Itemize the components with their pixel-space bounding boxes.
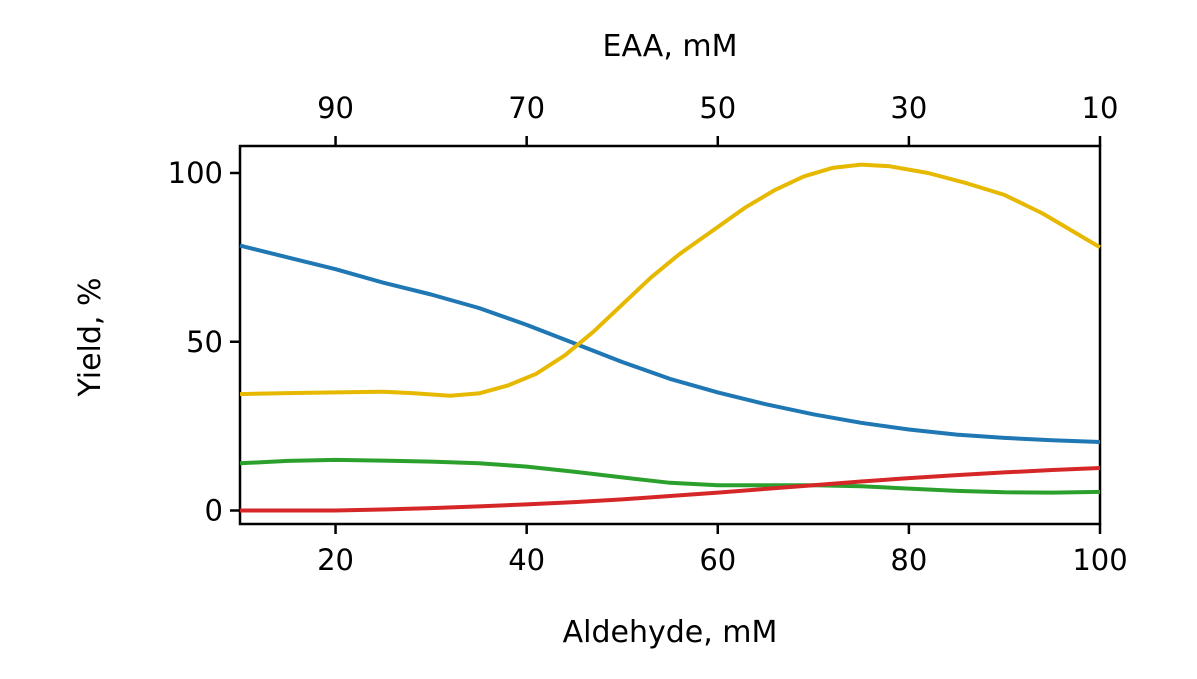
x2-tick-label: 70 <box>508 91 545 125</box>
left-axis-ticks: 0 50 100 <box>168 156 240 528</box>
x-tick-label: 60 <box>699 543 736 577</box>
bottom-axis-ticks: 20 40 60 80 100 <box>317 524 1128 577</box>
series-line-4 <box>240 466 1101 513</box>
series-line-1 <box>239 243 1101 444</box>
x-tick-label: 20 <box>317 543 354 577</box>
x2-tick-label: 10 <box>1082 91 1119 125</box>
x-tick-label: 40 <box>508 543 545 577</box>
top-axis-ticks: 90 70 50 30 10 <box>317 91 1118 146</box>
y-tick-label: 0 <box>205 494 223 528</box>
x-axis-title: Aldehyde, mM <box>563 615 778 650</box>
series-line-3 <box>239 457 1101 495</box>
series-line-2 <box>239 162 1102 398</box>
x-tick-label: 100 <box>1072 543 1127 577</box>
x2-tick-label: 30 <box>890 91 927 125</box>
x2-tick-label: 50 <box>699 91 736 125</box>
x2-tick-label: 90 <box>317 91 354 125</box>
series-layer <box>239 162 1102 513</box>
y-tick-label: 50 <box>186 325 223 359</box>
y-axis-title: Yield, % <box>73 277 108 397</box>
y-tick-label: 100 <box>168 156 223 190</box>
plot-frame <box>238 144 1102 526</box>
x-tick-label: 80 <box>890 543 927 577</box>
top-axis-title: EAA, mM <box>602 29 737 64</box>
